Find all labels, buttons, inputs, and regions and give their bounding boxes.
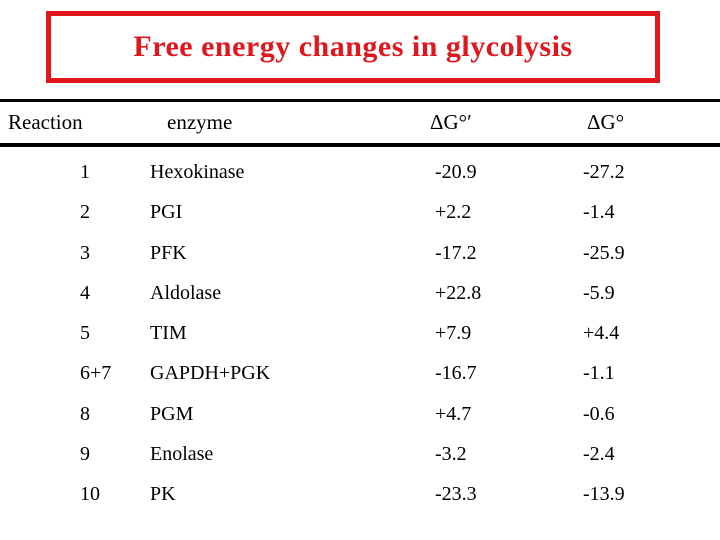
reaction-number: 6+7: [80, 362, 112, 385]
delta-g-prime-value: -16.7: [435, 362, 477, 385]
reaction-number: 3: [80, 241, 90, 264]
enzyme-name: PGI: [150, 201, 183, 224]
header-enzyme: enzyme: [167, 110, 233, 134]
enzyme-name: PFK: [150, 241, 187, 264]
enzyme-name: PGM: [150, 402, 194, 425]
table-header-row: Reaction enzyme ΔG°′ ΔG°: [0, 99, 720, 147]
table-row: 8 PGM +4.7 -0.6: [0, 394, 720, 434]
delta-g-value: -2.4: [583, 443, 615, 466]
table-row: 1 Hexokinase -20.9 -27.2: [0, 152, 720, 192]
delta-g-prime-value: +7.9: [435, 322, 472, 345]
enzyme-name: Hexokinase: [150, 161, 245, 183]
delta-g-prime-value: +22.8: [435, 281, 482, 304]
delta-g-prime-value: +2.2: [435, 201, 472, 224]
delta-g-value: -1.4: [583, 201, 615, 224]
header-delta-g-prime: ΔG°′: [430, 110, 472, 134]
glycolysis-table-body: 1 Hexokinase -20.9 -27.2 2 PGI +2.2 -1.4…: [0, 152, 720, 515]
table-row: 9 Enolase -3.2 -2.4: [0, 434, 720, 474]
delta-g-value: -1.1: [583, 362, 615, 385]
enzyme-name: GAPDH+PGK: [150, 362, 271, 385]
delta-g-prime-value: -17.2: [435, 241, 477, 264]
delta-g-value: -13.9: [583, 483, 625, 506]
delta-g-value: -27.2: [583, 161, 625, 183]
enzyme-name: PK: [150, 483, 176, 506]
reaction-number: 4: [80, 281, 90, 304]
header-delta-g: ΔG°: [587, 110, 625, 134]
delta-g-prime-value: -23.3: [435, 483, 477, 506]
header-reaction: Reaction: [8, 110, 83, 134]
reaction-number: 9: [80, 443, 90, 466]
delta-g-prime-value: -3.2: [435, 443, 467, 466]
delta-g-prime-value: +4.7: [435, 402, 472, 425]
table-row: 5 TIM +7.9 +4.4: [0, 313, 720, 353]
enzyme-name: Enolase: [150, 443, 214, 466]
delta-g-value: -0.6: [583, 402, 615, 425]
enzyme-name: TIM: [150, 322, 187, 345]
table-row: 6+7 GAPDH+PGK -16.7 -1.1: [0, 353, 720, 393]
reaction-number: 2: [80, 201, 90, 224]
table-row: 2 PGI +2.2 -1.4: [0, 192, 720, 232]
table-row: 3 PFK -17.2 -25.9: [0, 233, 720, 273]
reaction-number: 1: [80, 161, 90, 183]
title-box: Free energy changes in glycolysis: [46, 11, 660, 83]
delta-g-value: -25.9: [583, 241, 625, 264]
reaction-number: 8: [80, 402, 90, 425]
slide-title: Free energy changes in glycolysis: [133, 30, 573, 63]
delta-g-value: -5.9: [583, 281, 615, 304]
table-row: 10 PK -23.3 -13.9: [0, 474, 720, 514]
enzyme-name: Aldolase: [150, 281, 222, 304]
delta-g-prime-value: -20.9: [435, 161, 477, 183]
delta-g-value: +4.4: [583, 322, 620, 345]
reaction-number: 10: [80, 483, 100, 506]
table-row: 4 Aldolase +22.8 -5.9: [0, 273, 720, 313]
reaction-number: 5: [80, 322, 90, 345]
